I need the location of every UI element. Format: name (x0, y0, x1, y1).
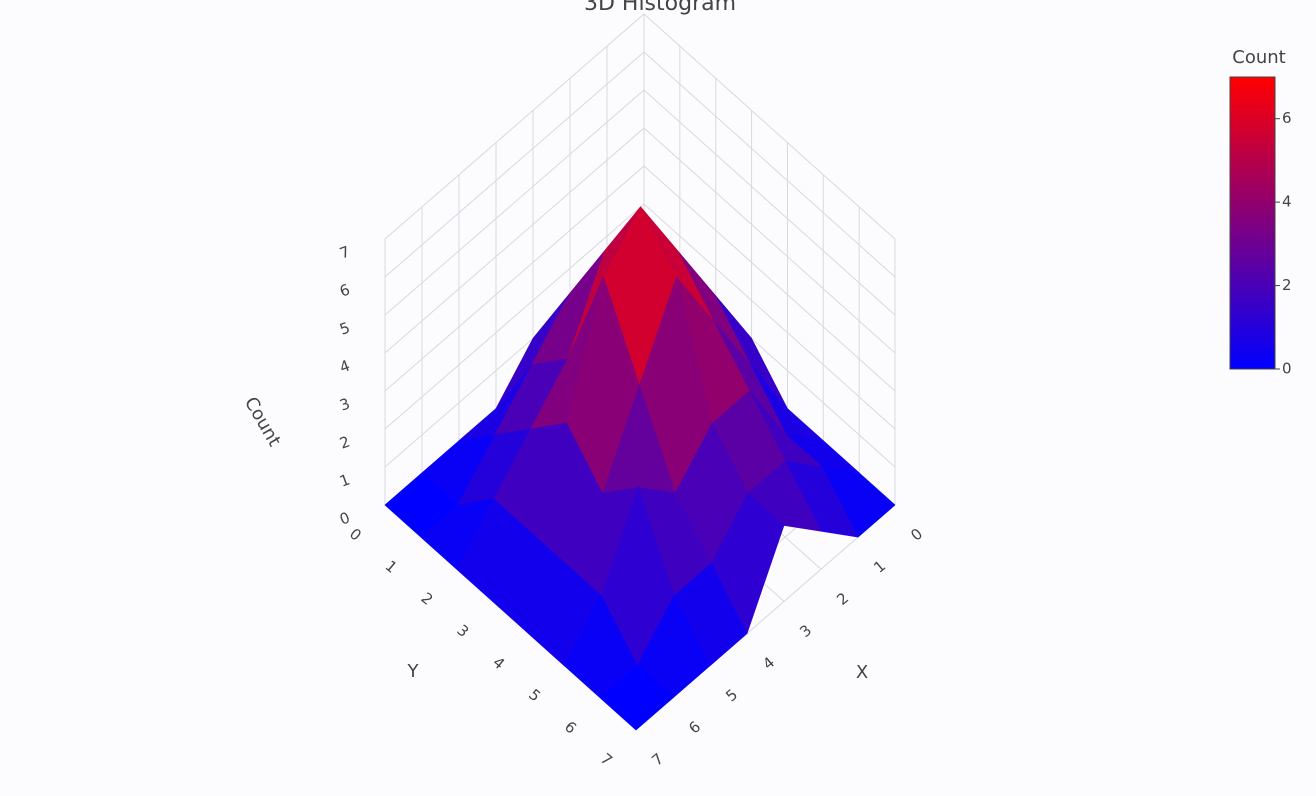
grid-line (384, 13, 645, 240)
grid-line (384, 51, 645, 278)
colorbar-tick-label: 2 (1282, 276, 1292, 294)
colorbar-title: Count (1232, 47, 1285, 68)
grid-line (643, 165, 896, 392)
grid-line (384, 127, 645, 354)
colorbar (1229, 76, 1276, 370)
colorbar-tick-label: 0 (1282, 360, 1292, 378)
chart-title: 3D Histogram (584, 0, 736, 16)
surface-cell (599, 665, 674, 731)
grid-line (643, 203, 896, 430)
grid-line (643, 89, 896, 316)
grid-line (384, 203, 645, 430)
grid-line (384, 165, 645, 392)
grid-line (384, 89, 645, 316)
colorbar-tick-label: 6 (1282, 109, 1292, 127)
grid-line (643, 51, 896, 278)
grid-line (643, 13, 896, 240)
grid-line (643, 127, 896, 354)
colorbar-tick-label: 4 (1282, 193, 1292, 211)
x-axis-title: X (856, 662, 868, 683)
y-axis-title: Y (407, 661, 420, 682)
